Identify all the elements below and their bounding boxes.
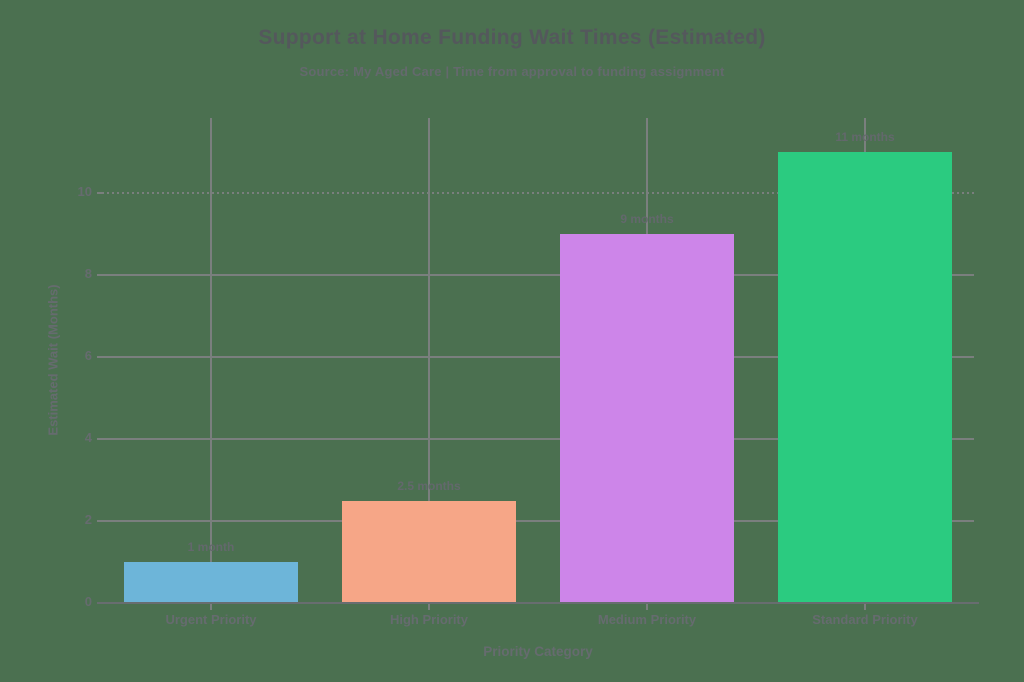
y-tick-label: 8: [84, 266, 92, 282]
x-tick-mark: [428, 603, 430, 610]
y-tick-label: 0: [84, 594, 92, 609]
y-tick-label: 4: [84, 430, 92, 445]
x-tick-label: Standard Priority: [812, 612, 918, 627]
h-gridline: [102, 438, 974, 440]
y-tick-label: 10: [77, 184, 92, 200]
y-tick-mark: [97, 274, 102, 277]
x-tick-label: High Priority: [389, 612, 468, 627]
y-tick-mark: [97, 356, 102, 358]
x-axis-line: [97, 602, 979, 604]
x-tick-mark: [646, 603, 648, 610]
h-gridline: [102, 192, 974, 195]
bar-standard-priority: [777, 152, 953, 603]
chart-title: Support at Home Funding Wait Times (Esti…: [258, 26, 766, 49]
bar-value-label: 1 month: [187, 540, 235, 554]
y-tick-mark: [97, 438, 102, 440]
x-axis-title: Priority Category: [483, 644, 593, 659]
bar-value-label: 2.5 months: [397, 478, 461, 493]
v-gridline: [428, 118, 430, 603]
h-gridline: [102, 356, 974, 358]
y-tick-mark: [97, 520, 102, 522]
x-tick-mark: [864, 603, 866, 610]
x-tick-label: Medium Priority: [597, 612, 697, 627]
x-tick-mark: [210, 603, 212, 610]
y-tick-label: 2: [84, 512, 92, 527]
bar-medium-priority: [559, 234, 735, 603]
bar-urgent-priority: [123, 562, 299, 603]
bar-value-label: 9 months: [620, 212, 674, 227]
bar-value-label: 11 months: [835, 130, 895, 145]
v-gridline: [210, 118, 212, 603]
bar-high-priority: [341, 500, 517, 603]
y-tick-mark: [97, 192, 102, 195]
y-tick-label: 6: [84, 348, 92, 363]
chart-subtitle: Source: My Aged Care | Time from approva…: [299, 64, 725, 79]
h-gridline: [102, 274, 974, 277]
h-gridline: [102, 520, 974, 522]
x-tick-label: Urgent Priority: [165, 612, 257, 627]
